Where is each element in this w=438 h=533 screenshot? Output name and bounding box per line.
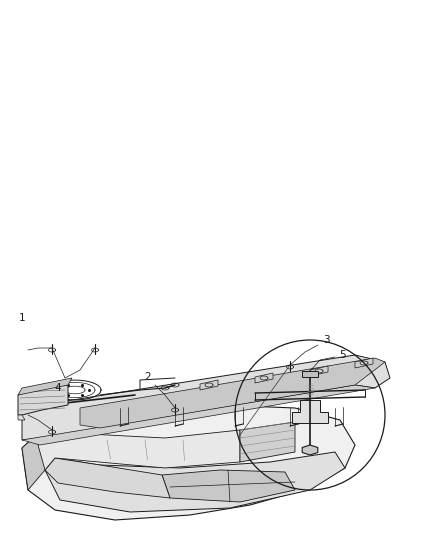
Text: 1: 1 xyxy=(19,313,25,323)
Polygon shape xyxy=(22,430,55,490)
Polygon shape xyxy=(18,415,25,420)
Polygon shape xyxy=(162,470,295,502)
Polygon shape xyxy=(240,422,295,462)
Polygon shape xyxy=(302,371,318,377)
Polygon shape xyxy=(18,385,68,415)
Text: 4: 4 xyxy=(55,383,61,393)
Polygon shape xyxy=(292,400,328,423)
Polygon shape xyxy=(38,430,240,470)
Polygon shape xyxy=(255,373,273,383)
Text: 5: 5 xyxy=(339,350,345,360)
Polygon shape xyxy=(310,366,328,376)
Text: 3: 3 xyxy=(323,335,329,345)
Polygon shape xyxy=(200,380,218,390)
Polygon shape xyxy=(302,445,318,455)
Polygon shape xyxy=(80,358,385,428)
Polygon shape xyxy=(22,385,375,445)
Polygon shape xyxy=(22,355,390,440)
Polygon shape xyxy=(22,405,355,520)
Polygon shape xyxy=(355,358,373,368)
Text: 2: 2 xyxy=(145,372,151,382)
Polygon shape xyxy=(18,378,72,395)
Polygon shape xyxy=(45,452,345,512)
Polygon shape xyxy=(45,458,170,498)
